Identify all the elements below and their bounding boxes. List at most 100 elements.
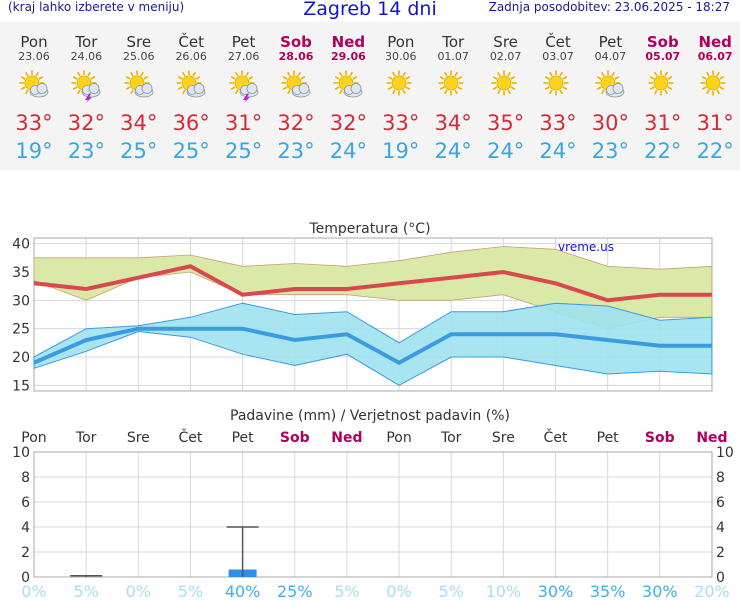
- y-tick-label-right: 4: [716, 520, 725, 536]
- max-temperature: 34°: [434, 111, 472, 135]
- min-temperature: 23°: [591, 139, 629, 163]
- min-temperature: 25°: [224, 139, 263, 163]
- max-temperature: 32°: [329, 111, 367, 135]
- max-temperature: 33°: [15, 111, 53, 135]
- forecast-day: Čet 26.06 36° 25°: [165, 22, 217, 164]
- max-temperature: 33°: [382, 111, 420, 135]
- sun-icon: [436, 69, 470, 103]
- day-name: Ned: [331, 33, 366, 51]
- sun-cloud-icon: [331, 69, 365, 103]
- forecast-day: Pet 04.07 30° 23°: [584, 22, 636, 164]
- watermark: vreme.us: [558, 240, 614, 254]
- y-tick-label: 10: [12, 445, 30, 461]
- sun-icon: [489, 69, 523, 103]
- x-tick-label: Pet: [597, 430, 620, 446]
- precipitation-probability: 20%: [694, 582, 730, 600]
- sun-cloud-icon: [122, 69, 156, 103]
- forecast-day: Sre 02.07 35° 24°: [480, 22, 532, 164]
- y-tick-label: 2: [21, 545, 30, 561]
- x-tick-label: Pon: [386, 430, 411, 446]
- precipitation-probability: 0%: [386, 582, 411, 600]
- max-temperature: 34°: [120, 111, 158, 135]
- max-temperature: 31°: [696, 111, 734, 135]
- day-name: Ned: [698, 33, 732, 51]
- y-tick-label-right: 6: [716, 495, 725, 511]
- forecast-day: Ned 29.06 32° 24°: [322, 22, 374, 164]
- y-tick-label: 20: [12, 350, 30, 366]
- day-name: Pet: [231, 33, 256, 51]
- max-temperature: 35°: [486, 111, 525, 135]
- x-tick-label: Sob: [280, 430, 310, 446]
- x-tick-label: Ned: [331, 430, 362, 446]
- y-tick-label-right: 8: [716, 470, 725, 486]
- day-date: 30.06: [385, 50, 417, 63]
- x-tick-label: Ned: [696, 430, 727, 446]
- forecast-day: Tor 01.07 34° 24°: [427, 22, 479, 164]
- max-temperature: 31°: [644, 111, 682, 135]
- precipitation-probability: 25%: [277, 582, 313, 600]
- temperature-chart-title: Temperatura (°C): [308, 221, 430, 237]
- forecast-day: Sob 05.07 31° 22°: [637, 22, 689, 164]
- x-tick-label: Sre: [492, 430, 515, 446]
- x-tick-label: Pon: [21, 430, 46, 446]
- forecast-day: Tor 24.06 32° 23°: [60, 22, 112, 164]
- forecast-day: Pet 27.06 31° 25°: [218, 22, 270, 164]
- day-date: 23.06: [18, 50, 50, 63]
- precipitation-probability: 5%: [178, 582, 203, 600]
- last-update-text: Zadnja posodobitev: 23.06.2025 - 18:27: [488, 0, 730, 14]
- day-date: 04.07: [594, 50, 627, 63]
- sun-icon: [541, 69, 575, 103]
- day-date: 29.06: [330, 50, 366, 63]
- precipitation-probability: 30%: [538, 582, 574, 600]
- day-date: 28.06: [278, 50, 314, 63]
- y-tick-label: 25: [12, 322, 30, 338]
- day-date: 05.07: [645, 50, 681, 63]
- max-temperature-line: [33, 264, 712, 303]
- location-menu-hint: (kraj lahko izberete v meniju): [8, 0, 185, 14]
- thunderstorm-icon: [69, 69, 103, 103]
- forecast-day: Pon 30.06 33° 19°: [375, 22, 427, 164]
- y-tick-label: 0: [21, 570, 30, 586]
- day-name: Čet: [545, 33, 571, 51]
- forecast-day: Čet 03.07 33° 24°: [532, 22, 584, 164]
- y-tick-label: 35: [12, 265, 30, 281]
- max-temperature: 30°: [591, 111, 629, 135]
- sun-cloud-icon: [279, 69, 313, 103]
- min-temperature-range-band: [33, 302, 713, 386]
- max-temperature: 32°: [277, 111, 315, 135]
- min-temperature: 19°: [382, 139, 420, 163]
- thunderstorm-icon: [227, 69, 261, 103]
- day-date: 02.07: [489, 50, 522, 63]
- day-name: Sob: [646, 33, 679, 51]
- y-tick-label-right: 0: [716, 570, 725, 586]
- forecast-day: Sob 28.06 32° 23°: [270, 22, 322, 164]
- max-temperature: 31°: [224, 111, 263, 135]
- day-name: Pon: [387, 33, 415, 51]
- min-temperature: 23°: [277, 139, 315, 163]
- min-temperature: 19°: [15, 139, 53, 163]
- x-tick-label: Sre: [127, 430, 150, 446]
- day-date: 03.07: [542, 50, 574, 63]
- precipitation-probability: 0%: [126, 582, 151, 600]
- day-name: Čet: [178, 33, 204, 51]
- precipitation-probability: 5%: [73, 582, 98, 600]
- precipitation-chart-title: Padavine (mm) / Verjetnost padavin (%): [230, 408, 510, 424]
- sun-icon: [384, 69, 418, 103]
- y-tick-label: 15: [12, 378, 30, 394]
- day-date: 26.06: [175, 50, 207, 63]
- day-date: 25.06: [123, 50, 155, 63]
- max-temperature: 32°: [67, 111, 105, 135]
- day-date: 27.06: [227, 50, 260, 63]
- sun-icon: [646, 69, 680, 103]
- precipitation-probability: 40%: [225, 582, 261, 600]
- sun-icon: [698, 69, 732, 103]
- min-temperature: 23°: [67, 139, 105, 163]
- precipitation-plot-frame: [33, 451, 713, 578]
- day-date: 01.07: [437, 50, 469, 63]
- day-name: Pon: [20, 33, 48, 51]
- min-temperature: 24°: [434, 139, 472, 163]
- max-temperature: 36°: [172, 111, 210, 135]
- y-tick-label: 4: [21, 520, 30, 536]
- forecast-day: Pon 23.06 33° 19°: [8, 22, 60, 164]
- y-tick-label: 8: [21, 470, 30, 486]
